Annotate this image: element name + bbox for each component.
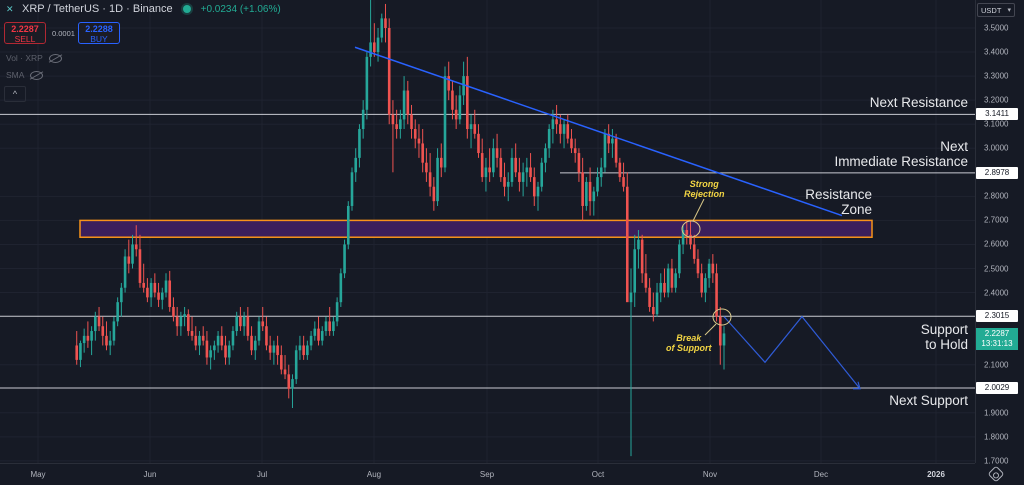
buy-button[interactable]: 2.2288 BUY bbox=[78, 22, 120, 44]
label-break-of-support: Break of Support bbox=[666, 333, 712, 353]
indicator-volume-label: Vol · XRP bbox=[6, 53, 43, 63]
price-tick: 2.6000 bbox=[984, 239, 1009, 249]
price-chart[interactable] bbox=[0, 0, 975, 463]
label-resistance-zone: Resistance Zone bbox=[805, 187, 872, 217]
spread-value: 0.0001 bbox=[52, 28, 75, 38]
time-tick: Jun bbox=[143, 470, 157, 479]
price-tick: 1.8000 bbox=[984, 432, 1009, 442]
price-tick: 3.3000 bbox=[984, 71, 1009, 81]
market-open-icon bbox=[182, 5, 191, 13]
sell-label: SELL bbox=[14, 34, 36, 44]
label-strong-rejection: Strong Rejection bbox=[684, 179, 725, 199]
label-next-immediate-resistance: Next Immediate Resistance bbox=[834, 139, 968, 169]
trade-panel: 2.2287 SELL 0.0001 2.2288 BUY bbox=[4, 22, 120, 44]
resistance-zone-box bbox=[79, 219, 873, 238]
resistance-zone[interactable] bbox=[79, 219, 873, 238]
eye-off-icon[interactable] bbox=[30, 70, 44, 80]
time-tick: 2026 bbox=[927, 470, 945, 479]
time-tick: Oct bbox=[591, 470, 605, 479]
price-tick: 3.0000 bbox=[984, 143, 1009, 153]
current-price: 2.2287 bbox=[984, 329, 1010, 338]
symbol-logo-icon: ✕ bbox=[6, 4, 14, 14]
indicator-volume[interactable]: Vol · XRP bbox=[6, 53, 62, 63]
price-tick: 3.4000 bbox=[984, 47, 1009, 57]
circle-markers bbox=[681, 198, 732, 336]
label-support-to-hold: Support to Hold bbox=[920, 322, 968, 352]
buy-price: 2.2288 bbox=[85, 24, 113, 34]
time-tick: May bbox=[30, 470, 46, 479]
eye-off-icon[interactable] bbox=[48, 53, 62, 63]
price-label-support-to-hold: 2.3015 bbox=[976, 310, 1018, 323]
bar-countdown: 13:31:13 bbox=[981, 339, 1013, 348]
price-label-next-resistance: 3.1411 bbox=[976, 108, 1018, 121]
price-change: +0.0234 (+1.06%) bbox=[200, 3, 281, 15]
price-tick: 3.5000 bbox=[984, 23, 1009, 33]
currency-selector[interactable]: USDT bbox=[977, 3, 1015, 18]
time-tick: Jul bbox=[256, 470, 268, 479]
price-label-next-support: 2.0029 bbox=[976, 382, 1018, 395]
price-tick: 2.7000 bbox=[984, 215, 1009, 225]
chart-header: ✕ XRP / TetherUS · 1D · Binance +0.0234 … bbox=[6, 3, 281, 15]
price-tick: 1.7000 bbox=[984, 456, 1009, 466]
sell-price: 2.2287 bbox=[11, 24, 39, 34]
label-next-support: Next Support bbox=[889, 393, 968, 408]
descending-trendline[interactable] bbox=[354, 46, 843, 217]
symbol-title[interactable]: XRP / TetherUS · 1D · Binance bbox=[22, 3, 173, 15]
indicator-sma[interactable]: SMA bbox=[6, 70, 44, 80]
time-axis[interactable]: May Jun Jul Aug Sep Oct Nov Dec 2026 bbox=[0, 463, 975, 485]
price-tick: 2.1000 bbox=[984, 360, 1009, 370]
price-tick: 2.8000 bbox=[984, 191, 1009, 201]
label-next-resistance: Next Resistance bbox=[869, 95, 968, 110]
current-price-label: 2.2287 13:31:13 bbox=[976, 328, 1018, 350]
time-tick: Sep bbox=[479, 470, 495, 479]
indicator-sma-label: SMA bbox=[6, 70, 25, 80]
projection-path[interactable] bbox=[723, 315, 861, 390]
price-tick: 2.5000 bbox=[984, 264, 1009, 273]
time-tick: Nov bbox=[702, 470, 718, 479]
time-tick: Aug bbox=[366, 470, 382, 479]
collapse-legend-button[interactable]: ^ bbox=[4, 86, 26, 102]
buy-label: BUY bbox=[90, 34, 108, 44]
settings-gear-icon[interactable] bbox=[987, 465, 1005, 483]
horizontal-levels[interactable] bbox=[0, 113, 975, 389]
price-tick: 1.9000 bbox=[984, 408, 1009, 418]
price-tick: 3.1000 bbox=[984, 119, 1009, 129]
sell-button[interactable]: 2.2287 SELL bbox=[4, 22, 46, 44]
candlestick-series bbox=[75, 0, 726, 457]
price-label-next-immediate-resistance: 2.8978 bbox=[976, 166, 1018, 179]
price-tick: 2.4000 bbox=[984, 288, 1009, 298]
time-tick: Dec bbox=[813, 470, 829, 479]
chevron-up-icon: ^ bbox=[12, 89, 18, 99]
price-tick: 3.2000 bbox=[984, 95, 1009, 105]
